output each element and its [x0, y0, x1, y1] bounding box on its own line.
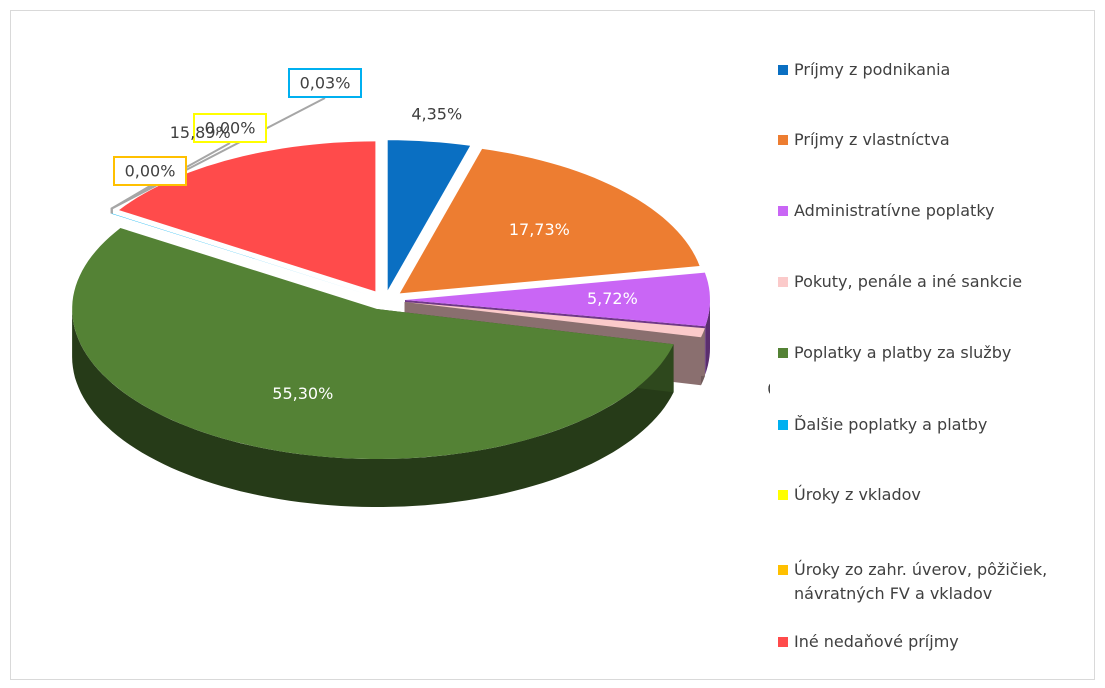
legend-swatch: [778, 348, 788, 358]
legend-label: Administratívne poplatky: [794, 201, 995, 220]
data-label: 55,30%: [272, 384, 333, 403]
legend-swatch: [778, 637, 788, 647]
data-label: 17,73%: [509, 220, 570, 239]
slice: [111, 213, 369, 295]
legend-item: Ďalšie poplatky a platby: [778, 413, 1098, 437]
slice: [387, 140, 471, 291]
pie: 4,35% 17,73% 5,72% 0,98% 55,30% 0,03% 0,00% 0,0…: [72, 68, 770, 507]
data-label: 4,35%: [411, 104, 462, 123]
chart-frame: [10, 10, 1095, 680]
legend-swatch: [778, 490, 788, 500]
label-box: [113, 156, 187, 186]
legend-label: Ďalšie poplatky a platby: [794, 415, 988, 434]
legend-swatch: [778, 277, 788, 287]
legend-swatch: [778, 565, 788, 575]
legend-item: Pokuty, penále a iné sankcie: [778, 270, 1098, 294]
data-label: 0,98%: [767, 380, 770, 399]
legend-item: Príjmy z podnikania: [778, 58, 1098, 82]
legend-item: Administratívne poplatky: [778, 199, 1098, 223]
legend-item: Úroky zo zahr. úverov, pôžičiek, návratn…: [778, 558, 1098, 606]
slice-side: [705, 300, 710, 375]
legend-label: Úroky z vkladov: [794, 485, 921, 504]
label-box: [193, 113, 267, 143]
data-label: 0,00%: [205, 119, 256, 138]
legend-swatch: [778, 135, 788, 145]
data-label: 0,00%: [125, 162, 176, 181]
legend-swatch: [778, 65, 788, 75]
slice: [399, 148, 700, 294]
leader-line: [110, 185, 151, 214]
legend-item: Iné nedaňové príjmy: [778, 630, 1098, 654]
slice: [404, 302, 705, 338]
legend-label: Príjmy z podnikania: [794, 60, 951, 79]
legend-swatch: [778, 420, 788, 430]
data-label: 15,89%: [170, 123, 231, 142]
data-label: 5,72%: [587, 289, 638, 308]
legend-label: Úroky zo zahr. úverov, pôžičiek, návratn…: [794, 560, 1048, 603]
slice: [72, 228, 674, 459]
data-label: 0,03%: [300, 74, 351, 93]
legend-item: Príjmy z vlastníctva: [778, 128, 1098, 152]
legend-item: Úroky z vkladov: [778, 483, 1098, 507]
legend-label: Iné nedaňové príjmy: [794, 632, 959, 651]
legend-label: Poplatky a platby za služby: [794, 343, 1012, 362]
slice-side: [72, 309, 674, 507]
legend-item: Poplatky a platby za služby: [778, 341, 1098, 365]
label-box: [288, 68, 362, 98]
legend-swatch: [778, 206, 788, 216]
legend-label: Pokuty, penále a iné sankcie: [794, 272, 1023, 291]
slice: [111, 213, 369, 295]
slice: [405, 272, 710, 327]
legend-label: Príjmy z vlastníctva: [794, 130, 950, 149]
